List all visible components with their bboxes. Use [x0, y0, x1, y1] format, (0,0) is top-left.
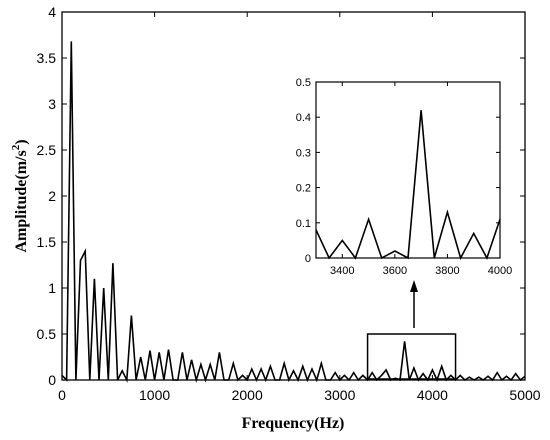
zoom-region-box: [366, 333, 457, 380]
y-axis-ticks: 0 0.5 1 1.5 2 2.5 3 3.5 4: [37, 4, 525, 388]
y-tick-label: 3.5: [37, 50, 57, 66]
inset-x-tick-label: 3400: [330, 265, 354, 277]
y-tick-label: 2.5: [37, 142, 57, 158]
inset-spectrum-line: [315, 110, 501, 261]
y-tick-label: 1.5: [37, 234, 57, 250]
x-tick-label: 4000: [417, 387, 448, 403]
inset-x-tick-label: 4000: [488, 265, 512, 277]
y-tick-label: 2: [48, 188, 56, 204]
inset-x-tick-label: 3800: [435, 265, 459, 277]
inset-y-tick-label: 0.4: [296, 112, 311, 124]
inset-x-axis-ticks: 3400 3600 3800 4000: [330, 82, 512, 277]
inset-y-tick-label: 0.3: [296, 147, 311, 159]
x-tick-label: 5000: [509, 387, 540, 403]
x-tick-label: 2000: [232, 387, 263, 403]
inset-chart: 3400 3600 3800 4000 0 0.1 0.2 0.3 0.4 0.5: [296, 77, 513, 277]
x-tick-label: 3000: [324, 387, 355, 403]
inset-y-tick-label: 0.5: [296, 77, 311, 89]
inset-x-tick-label: 3600: [383, 265, 407, 277]
y-tick-label: 1: [48, 280, 56, 296]
x-axis-title: Frequency(Hz): [242, 415, 345, 432]
x-axis-ticks: 0 1000 2000 3000 4000 5000: [58, 12, 541, 403]
inset-y-tick-label: 0.1: [296, 218, 311, 230]
x-tick-label: 0: [58, 387, 66, 403]
y-tick-label: 0.5: [37, 326, 57, 342]
y-tick-label: 3: [48, 96, 56, 112]
x-tick-label: 1000: [139, 387, 170, 403]
inset-y-axis-ticks: 0 0.1 0.2 0.3 0.4 0.5: [296, 77, 500, 265]
zoom-arrow-head: [410, 280, 418, 292]
y-axis-title: Amplitude(m/s2): [10, 139, 30, 252]
y-tick-label: 0: [48, 372, 56, 388]
inset-y-tick-label: 0.2: [296, 183, 311, 195]
y-tick-label: 4: [48, 4, 56, 20]
inset-y-tick-label: 0: [305, 253, 311, 265]
